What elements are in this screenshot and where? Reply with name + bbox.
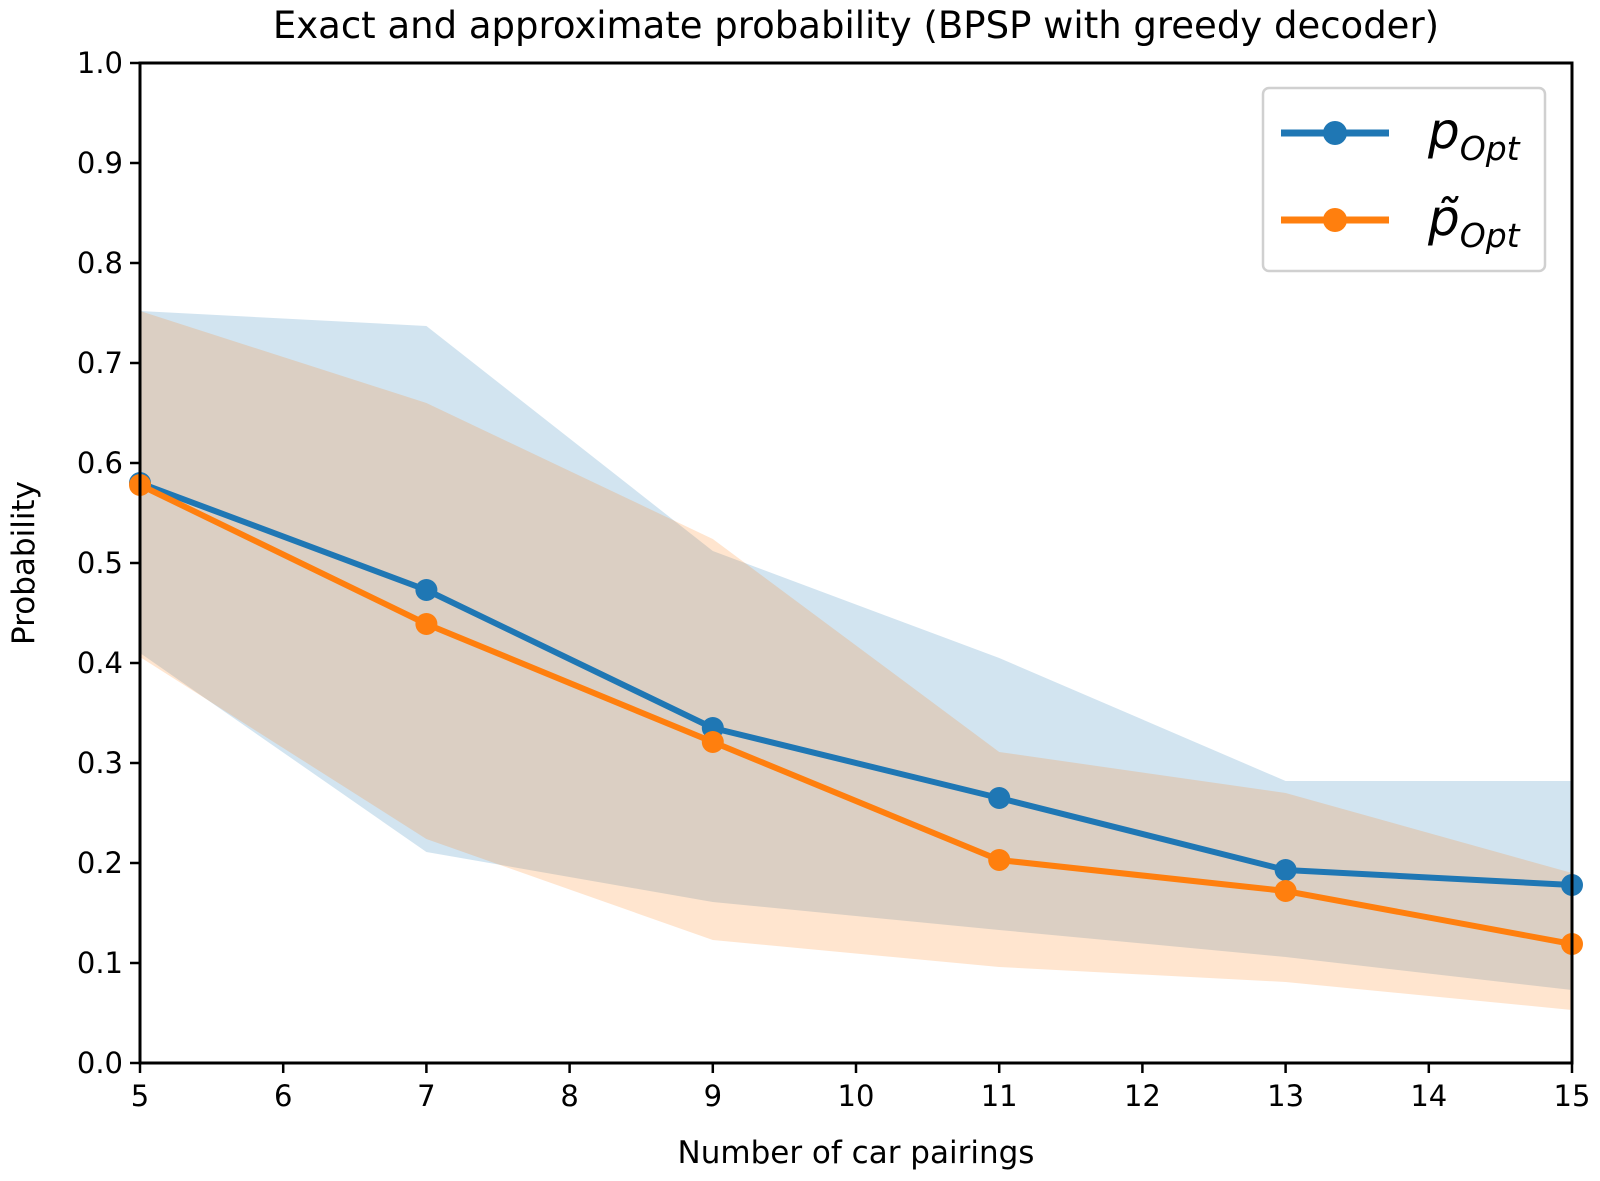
line-series-1 <box>138 482 1573 947</box>
y-tick-label: 0.3 <box>77 746 123 780</box>
legend-label-subscript: Opt <box>1460 216 1521 255</box>
x-tick-label: 13 <box>1267 1079 1304 1113</box>
band-series-0 <box>140 311 1572 990</box>
x-tick-label: 9 <box>704 1079 722 1113</box>
x-axis-ticks: 5 6 7 8 9 10 11 12 13 14 15 <box>131 1063 1591 1113</box>
marker-series-0-point-3 <box>988 787 1011 809</box>
x-axis-label: Number of car pairings <box>678 1135 1035 1171</box>
x-tick-label: 15 <box>1554 1079 1591 1113</box>
y-tick-label: 1.0 <box>77 46 123 80</box>
y-tick-label: 0.7 <box>77 346 123 380</box>
marker-series-1-point-3 <box>988 849 1011 871</box>
legend-marker-icon <box>1323 121 1347 145</box>
marker-series-0-point-1 <box>415 579 438 601</box>
x-tick-label: 12 <box>1124 1079 1161 1113</box>
y-axis-ticks: 0.0 0.1 0.2 0.3 0.4 0.5 0.6 0.7 0.8 0.9 1.0 <box>77 46 140 1080</box>
y-tick-label: 0.2 <box>77 846 123 880</box>
y-tick-label: 0.9 <box>77 146 123 180</box>
y-tick-label: 0.0 <box>77 1046 123 1080</box>
y-tick-label: 0.6 <box>77 446 123 480</box>
legend-marker-icon <box>1323 208 1347 232</box>
chart-title: Exact and approximate probability (BPSP … <box>273 4 1439 47</box>
legend-entry-0: pOpt <box>1281 102 1521 168</box>
legend-label-main: p̃ <box>1427 189 1460 247</box>
series-lines <box>129 472 1583 955</box>
y-axis-label: Probability <box>6 481 42 645</box>
legend-entry-1: p̃Opt <box>1281 189 1521 255</box>
x-tick-label: 7 <box>417 1079 435 1113</box>
legend-label-main: p <box>1427 102 1460 160</box>
line-series-0 <box>138 480 1573 888</box>
y-tick-label: 0.1 <box>77 946 123 980</box>
marker-series-1-point-2 <box>701 731 724 753</box>
legend-label: pOpt <box>1427 102 1521 168</box>
y-tick-label: 0.4 <box>77 646 123 680</box>
x-tick-label: 5 <box>131 1079 149 1113</box>
confidence-bands <box>140 311 1572 1010</box>
x-tick-label: 14 <box>1410 1079 1447 1113</box>
band-series-1 <box>140 311 1572 1010</box>
x-tick-label: 10 <box>838 1079 875 1113</box>
marker-series-1-point-1 <box>415 613 438 635</box>
legend-label: p̃Opt <box>1427 189 1521 255</box>
x-tick-label: 8 <box>560 1079 578 1113</box>
x-tick-label: 6 <box>274 1079 292 1113</box>
legend-label-subscript: Opt <box>1460 129 1521 168</box>
marker-series-0-point-4 <box>1274 859 1297 881</box>
y-tick-label: 0.8 <box>77 246 123 280</box>
x-tick-label: 11 <box>981 1079 1018 1113</box>
marker-series-1-point-4 <box>1274 880 1297 902</box>
y-tick-label: 0.5 <box>77 546 123 580</box>
